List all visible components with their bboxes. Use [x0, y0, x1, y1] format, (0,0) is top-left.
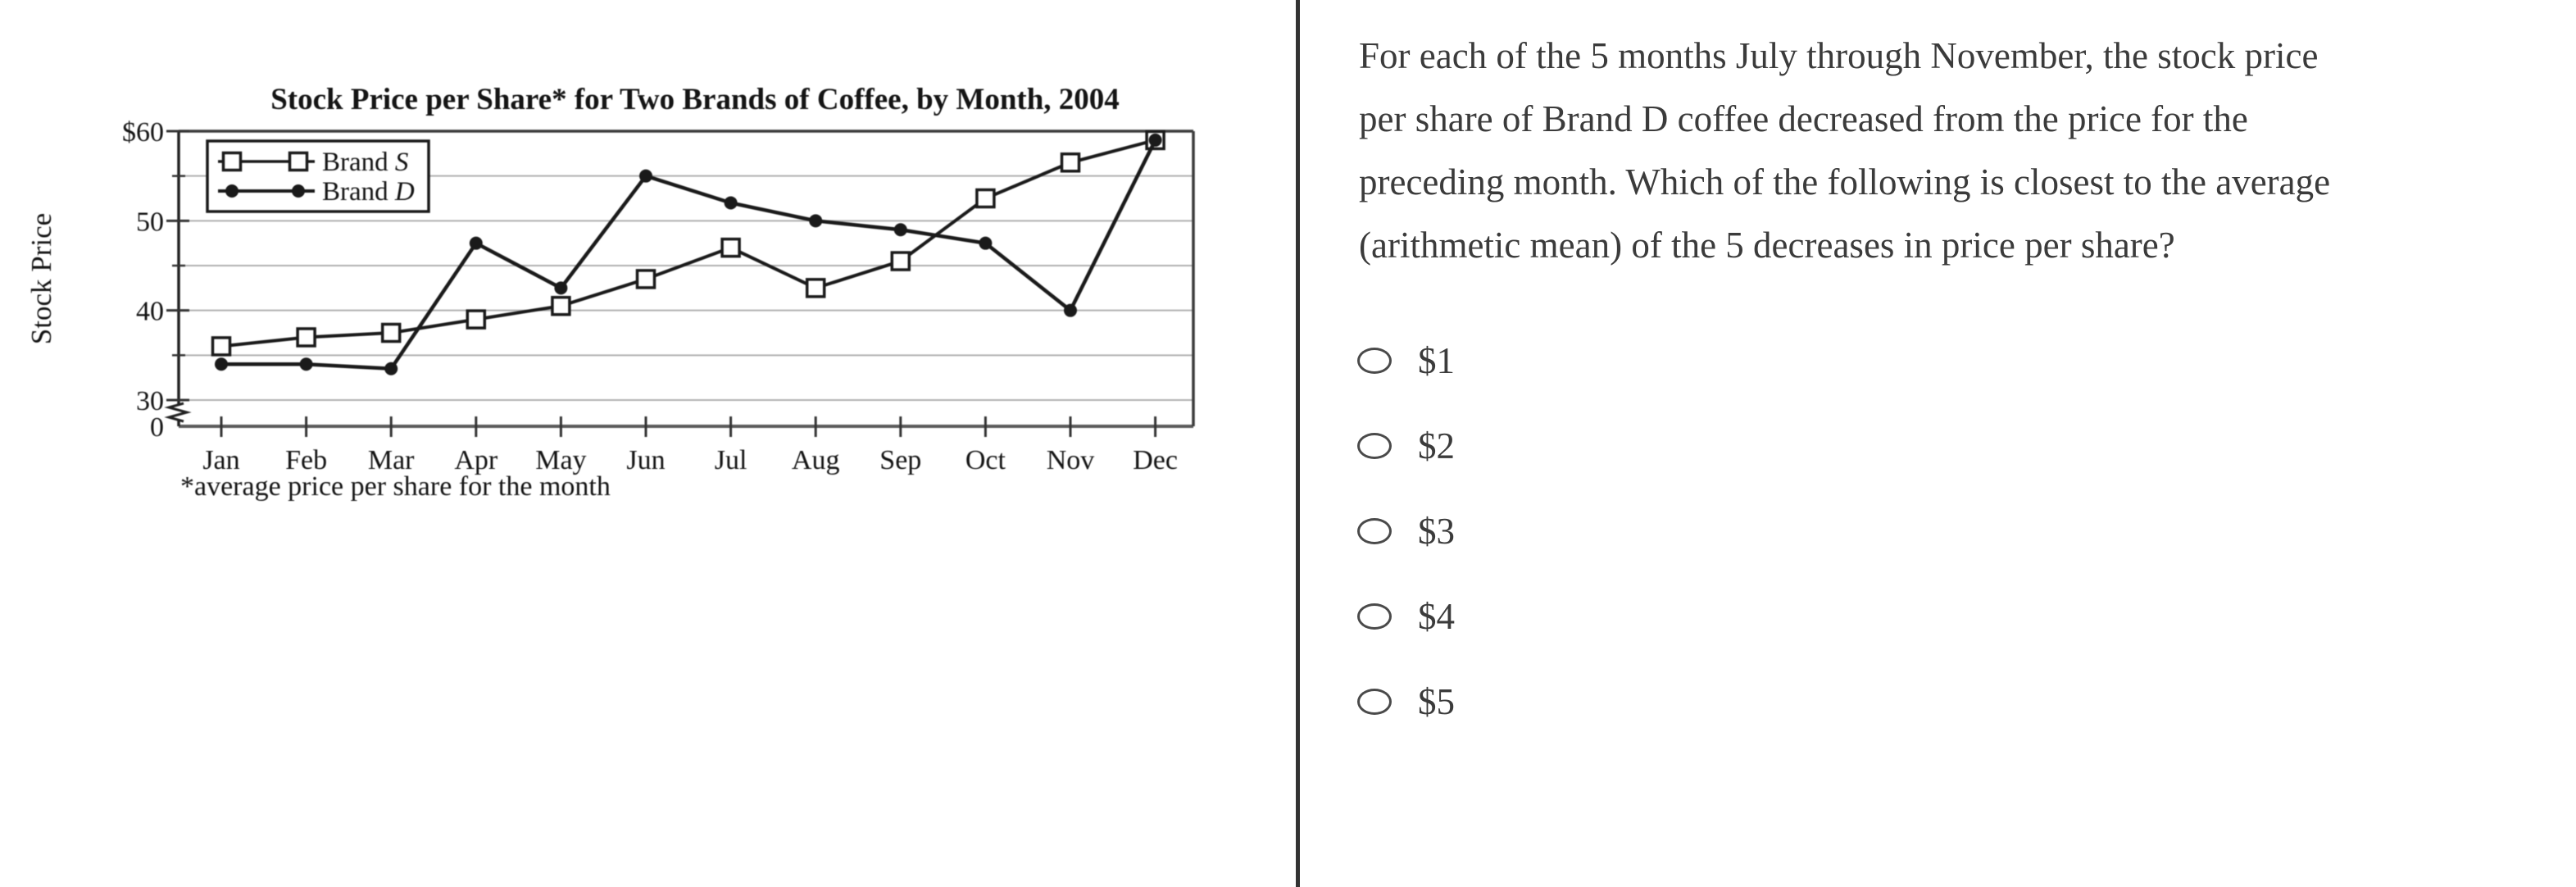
chart-axes: $60 50 40 300 Jan Feb Mar Apr May Jun Jul Aug Sep Oct… [122, 117, 1195, 475]
radio-button[interactable] [1357, 689, 1392, 715]
option-label: $4 [1418, 596, 1455, 637]
svg-text:40: 40 [136, 297, 164, 327]
answer-option[interactable]: $3 [1357, 489, 1455, 574]
svg-text:50: 50 [136, 207, 164, 237]
y-axis-title: Stock Price [25, 213, 57, 344]
svg-text:Nov: Nov [1047, 445, 1095, 475]
question-line: (arithmetic mean) of the 5 decreases in … [1359, 225, 2175, 266]
svg-text:Mar: Mar [368, 445, 415, 475]
question-line: per share of Brand D coffee decreased fr… [1359, 98, 2248, 139]
question-text: For each of the 5 months July through No… [1359, 25, 2556, 277]
option-label: $3 [1418, 511, 1455, 552]
svg-text:Jan: Jan [202, 445, 239, 475]
answer-option[interactable]: $4 [1357, 574, 1455, 659]
option-label: $2 [1418, 425, 1455, 466]
chart-series [211, 130, 1165, 375]
question-panel: For each of the 5 months July through No… [1300, 0, 2576, 887]
svg-text:Dec: Dec [1133, 445, 1178, 475]
svg-text:May: May [535, 445, 586, 475]
radio-button[interactable] [1357, 348, 1392, 374]
answer-option[interactable]: $5 [1357, 659, 1455, 744]
chart-title: Stock Price per Share* for Two Brands of… [270, 83, 1120, 116]
radio-button[interactable] [1357, 518, 1392, 544]
stock-price-chart: $60 50 40 300 Jan Feb Mar Apr May Jun Jul Aug Sep Oct… [25, 83, 1195, 502]
svg-text:Feb: Feb [285, 445, 327, 475]
series-brand-d [215, 133, 1162, 375]
answer-options: $1 $2 $3 $4 $5 [1357, 318, 1455, 744]
svg-text:Sep: Sep [879, 445, 921, 475]
svg-text:Jun: Jun [626, 445, 665, 475]
option-label: $5 [1418, 681, 1455, 722]
option-label: $1 [1418, 340, 1455, 381]
svg-text:Aug: Aug [792, 445, 840, 475]
svg-text:Apr: Apr [454, 445, 498, 475]
chart-panel: $60 50 40 30 0 Jan Feb Mar Apr May Jun Jul Aug Sep Oct… [25, 83, 1195, 502]
panel-divider [1296, 0, 1300, 887]
svg-text:$60: $60 [122, 117, 164, 148]
answer-option[interactable]: $1 [1357, 318, 1455, 403]
radio-button[interactable] [1357, 603, 1392, 630]
svg-text:Jul: Jul [715, 445, 747, 475]
svg-text:30: 30 [136, 386, 164, 416]
answer-option[interactable]: $2 [1357, 403, 1455, 489]
question-line: preceding month. Which of the following … [1359, 161, 2331, 202]
radio-button[interactable] [1357, 433, 1392, 459]
svg-text:Oct: Oct [965, 445, 1006, 475]
question-line: For each of the 5 months July through No… [1359, 35, 2319, 76]
svg-text:Brand D: Brand D [322, 177, 415, 207]
svg-text:Brand S: Brand S [322, 148, 408, 177]
svg-text:0: 0 [150, 412, 164, 443]
series-brand-s [211, 130, 1165, 357]
chart-footnote: *average price per share for the month [180, 471, 611, 502]
